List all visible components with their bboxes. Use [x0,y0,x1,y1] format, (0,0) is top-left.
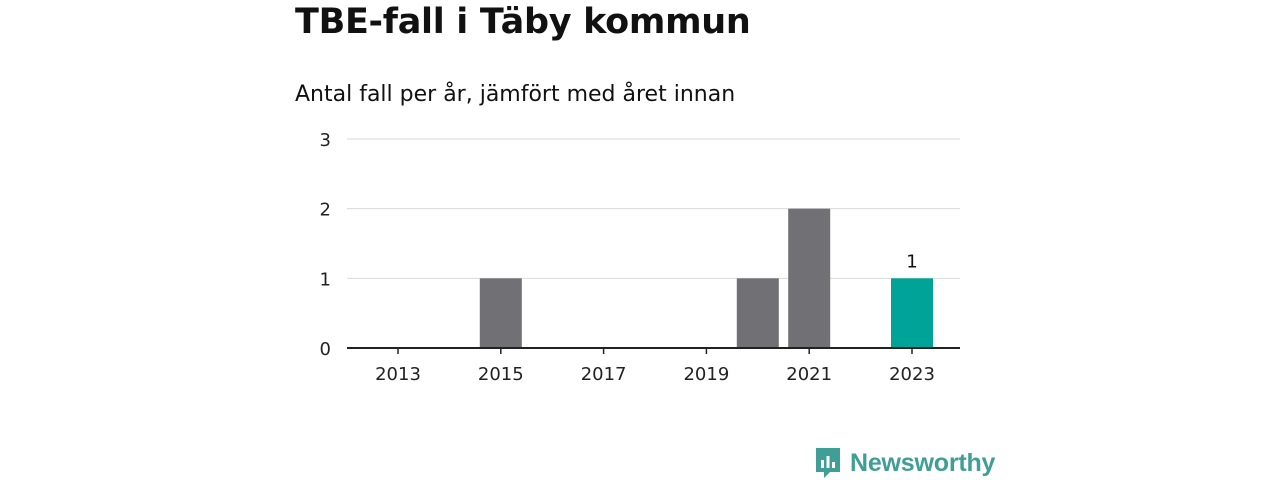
x-tick-label: 2017 [581,364,627,385]
data-label: 1 [906,251,917,272]
bar-2023 [891,278,933,348]
x-tick-label: 2015 [478,364,524,385]
chart-title: TBE-fall i Täby kommun [295,2,751,42]
bar-2015 [479,278,522,348]
x-tick-label: 2019 [683,364,729,385]
bar-2021 [788,208,831,348]
chart-subtitle: Antal fall per år, jämfört med året inna… [295,82,736,107]
brand-logo: Newsworthy [814,446,995,480]
brand-name: Newsworthy [850,448,996,477]
x-tick-label: 2023 [889,364,935,385]
newsworthy-logo-icon [816,448,840,478]
y-tick-label: 3 [320,130,331,151]
bar-2020 [736,278,779,348]
x-tick-label: 2013 [375,364,421,385]
y-tick-label: 2 [320,200,331,221]
y-tick-label: 0 [320,339,331,360]
x-tick-label: 2021 [786,364,832,385]
y-tick-label: 1 [320,269,331,290]
